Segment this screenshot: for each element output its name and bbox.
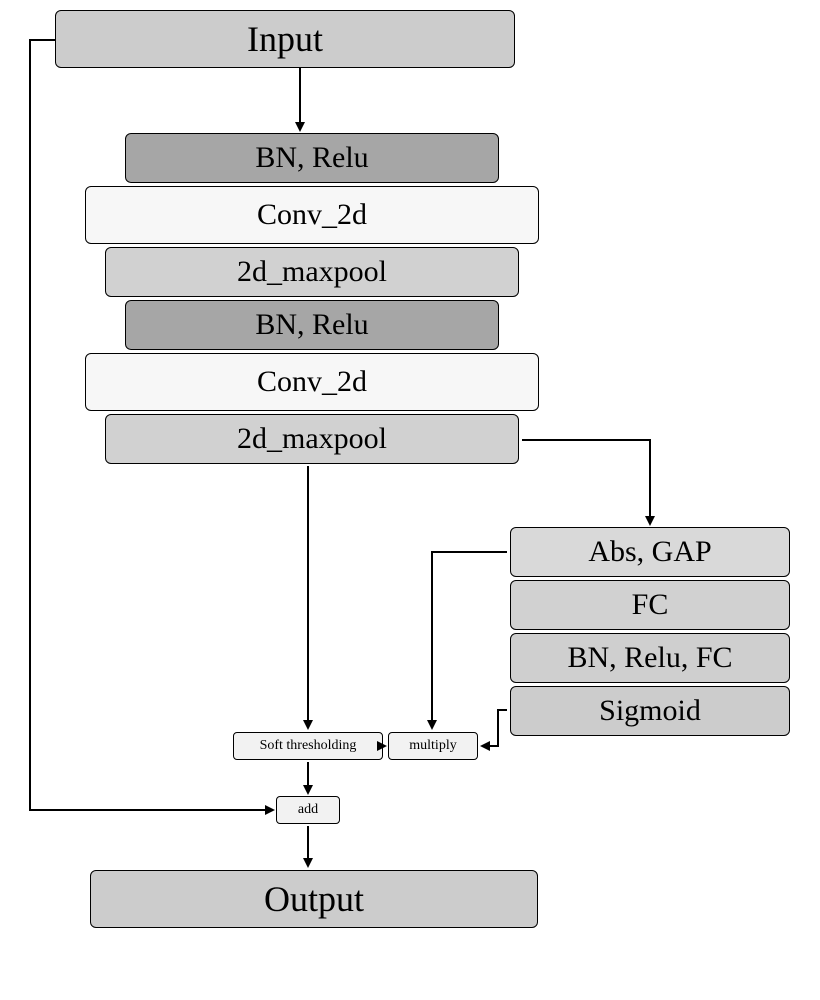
- op-label: Soft thresholding: [260, 738, 357, 754]
- node-label: Sigmoid: [599, 694, 701, 728]
- node-conv-2: Conv_2d: [85, 353, 539, 411]
- node-label: Conv_2d: [257, 365, 367, 399]
- op-label: multiply: [409, 738, 456, 754]
- node-maxpool-2: 2d_maxpool: [105, 414, 519, 464]
- node-sigmoid: Sigmoid: [510, 686, 790, 736]
- node-label: BN, Relu: [255, 141, 368, 175]
- node-fc: FC: [510, 580, 790, 630]
- node-label: BN, Relu: [255, 308, 368, 342]
- node-label: BN, Relu, FC: [567, 641, 732, 675]
- op-multiply: multiply: [388, 732, 478, 760]
- node-label: Output: [264, 878, 364, 920]
- node-conv-1: Conv_2d: [85, 186, 539, 244]
- node-bn-relu-1: BN, Relu: [125, 133, 499, 183]
- op-label: add: [298, 802, 318, 818]
- node-bn-relu-fc: BN, Relu, FC: [510, 633, 790, 683]
- node-label: Input: [247, 18, 323, 60]
- node-maxpool-1: 2d_maxpool: [105, 247, 519, 297]
- node-label: Conv_2d: [257, 198, 367, 232]
- node-bn-relu-2: BN, Relu: [125, 300, 499, 350]
- node-label: FC: [632, 588, 669, 622]
- node-output: Output: [90, 870, 538, 928]
- op-soft-thresholding: Soft thresholding: [233, 732, 383, 760]
- node-label: Abs, GAP: [588, 535, 711, 569]
- node-label: 2d_maxpool: [237, 422, 387, 456]
- node-abs-gap: Abs, GAP: [510, 527, 790, 577]
- op-add: add: [276, 796, 340, 824]
- node-input: Input: [55, 10, 515, 68]
- node-label: 2d_maxpool: [237, 255, 387, 289]
